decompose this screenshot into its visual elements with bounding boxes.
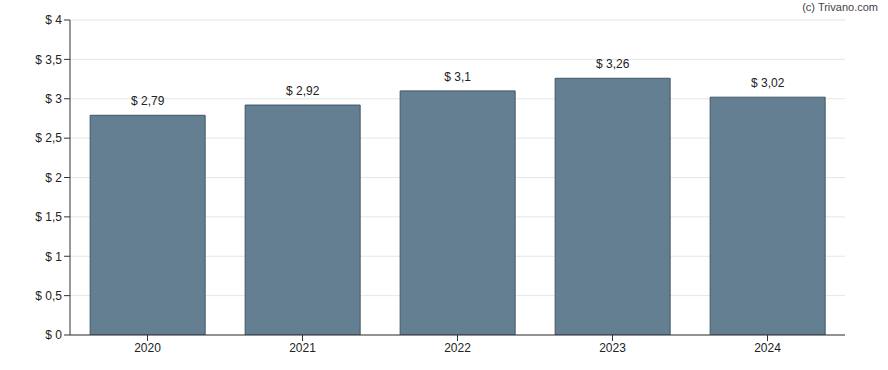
svg-text:$ 2,5: $ 2,5: [35, 131, 62, 145]
svg-text:$ 3,1: $ 3,1: [444, 70, 471, 84]
svg-text:2021: 2021: [289, 341, 316, 355]
svg-text:$ 3,26: $ 3,26: [596, 57, 630, 71]
svg-text:$ 0: $ 0: [45, 328, 62, 342]
svg-text:$ 3,5: $ 3,5: [35, 53, 62, 67]
svg-text:2020: 2020: [134, 341, 161, 355]
svg-text:$ 2,92: $ 2,92: [286, 84, 320, 98]
svg-text:2022: 2022: [444, 341, 471, 355]
svg-text:$ 0,5: $ 0,5: [35, 289, 62, 303]
html-text:(c) Trivano.com: (c) Trivano.com: [802, 1, 878, 13]
svg-text:2024: 2024: [754, 341, 781, 355]
svg-text:$ 2: $ 2: [45, 171, 62, 185]
svg-text:2023: 2023: [599, 341, 626, 355]
svg-text:$ 1: $ 1: [45, 250, 62, 264]
svg-text:$ 2,79: $ 2,79: [131, 94, 165, 108]
svg-text:$ 3: $ 3: [45, 92, 62, 106]
svg-text:$ 1,5: $ 1,5: [35, 210, 62, 224]
svg-text:$ 3,02: $ 3,02: [751, 76, 785, 90]
svg-text:$ 4: $ 4: [45, 13, 62, 27]
